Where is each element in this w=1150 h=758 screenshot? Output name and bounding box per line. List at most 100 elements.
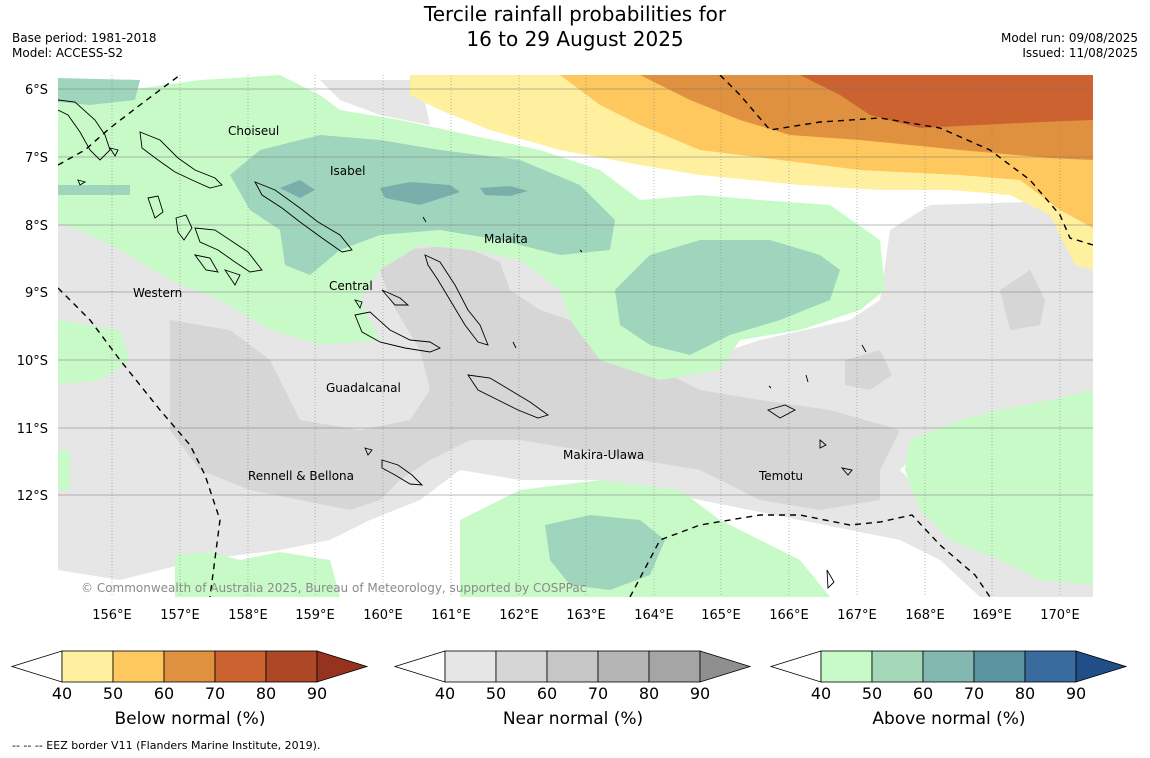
label-rennell-bellona: Rennell & Bellona <box>248 469 354 483</box>
near-normal-50-region <box>170 245 900 510</box>
above-normal-40-south2 <box>175 552 340 597</box>
island-outlines <box>58 99 867 590</box>
colorbar-swatch <box>112 650 165 683</box>
eez-borders <box>58 75 1093 597</box>
colorbar-title-above: Above normal (%) <box>872 709 1026 729</box>
below-normal-80-band <box>800 75 1093 128</box>
lon-label: 161°E <box>431 608 471 623</box>
lon-label: 163°E <box>566 608 606 623</box>
new-georgia-coast <box>147 195 263 273</box>
lon-label: 170°E <box>1040 608 1080 623</box>
above-normal-60-b <box>380 182 460 205</box>
colorbar-legends: 40 50 60 70 80 90 40 50 60 70 80 90 40 50 60 70 80 90 <box>10 650 1128 703</box>
lon-label: 160°E <box>363 608 403 623</box>
colorbar-high-arrow <box>1075 650 1128 683</box>
lon-label: 166°E <box>769 608 809 623</box>
above-normal-40-sw2 <box>58 450 70 490</box>
title-line-2: 16 to 29 August 2025 <box>466 27 684 51</box>
base-period: Base period: 1981-2018 <box>12 31 157 45</box>
lat-label: 9°S <box>25 286 48 301</box>
label-central: Central <box>329 279 373 293</box>
label-malaita: Malaita <box>484 232 528 246</box>
lon-label: 157°E <box>160 608 200 623</box>
page-title: Tercile rainfall probabilities for 16 to… <box>0 2 1150 52</box>
model-name: Model: ACCESS-S2 <box>12 46 124 60</box>
above-normal-50-east <box>615 240 840 355</box>
colorbar-swatch <box>597 650 650 683</box>
colorbar-tick: 60 <box>537 684 557 703</box>
lon-label: 169°E <box>972 608 1012 623</box>
rennell-islet <box>364 447 373 456</box>
colorbar-tick: 70 <box>588 684 608 703</box>
bougainville-coast <box>58 99 111 161</box>
central-islands-coast <box>353 289 442 353</box>
colorbar-tick: 50 <box>486 684 506 703</box>
title-line-1: Tercile rainfall probabilities for <box>423 2 727 26</box>
lat-label: 8°S <box>25 219 48 234</box>
makira-coast <box>381 459 424 486</box>
lat-label: 10°S <box>17 354 48 369</box>
colorbar-2: 40 50 60 70 80 90 <box>769 650 1128 703</box>
colorbar-swatch <box>163 650 216 683</box>
label-isabel: Isabel <box>330 164 365 178</box>
lat-label: 7°S <box>25 151 48 166</box>
lon-label: 165°E <box>701 608 741 623</box>
lon-label: 162°E <box>499 608 539 623</box>
label-guadalcanal: Guadalcanal <box>326 381 401 395</box>
colorbar-swatch <box>648 650 701 683</box>
colorbar-tick: 50 <box>103 684 123 703</box>
model-info: Base period: 1981-2018 Model: ACCESS-S2 <box>12 31 157 61</box>
colorbar-swatch <box>214 650 267 683</box>
lon-label: 164°E <box>634 608 674 623</box>
colorbar-tick: 90 <box>307 684 327 703</box>
colorbar-low-arrow <box>393 650 446 683</box>
graticule <box>58 75 1093 597</box>
colorbar-tick: 40 <box>52 684 72 703</box>
label-western: Western <box>133 286 182 300</box>
colorbar-tick: 70 <box>205 684 225 703</box>
colorbar-swatch <box>1024 650 1077 683</box>
latitude-labels: 6°S 7°S 8°S 9°S 10°S 11°S 12°S <box>17 83 48 504</box>
lat-label: 12°S <box>17 489 48 504</box>
probability-shading <box>58 75 1093 597</box>
temotu-coast <box>766 344 867 590</box>
label-makira-ulawa: Makira-Ulawa <box>563 448 644 462</box>
colorbar-0: 40 50 60 70 80 90 <box>10 650 369 703</box>
above-normal-50-nw <box>58 78 140 105</box>
above-normal-50-south <box>545 515 665 590</box>
longitude-labels: 156°E 157°E 158°E 159°E 160°E 161°E 162°E 163°E… <box>92 608 1080 623</box>
colorbar-tick: 60 <box>154 684 174 703</box>
colorbar-tick: 80 <box>1015 684 1035 703</box>
colorbar-tick: 40 <box>435 684 455 703</box>
above-normal-60-a <box>280 180 315 198</box>
malaita-coast <box>424 254 489 346</box>
colorbar-tick: 40 <box>811 684 831 703</box>
colorbar-swatch <box>973 650 1026 683</box>
colorbar-high-arrow <box>699 650 752 683</box>
issued-date: Issued: 11/08/2025 <box>1022 46 1138 60</box>
colorbar-tick: 70 <box>964 684 984 703</box>
lon-label: 156°E <box>92 608 132 623</box>
above-normal-60-c <box>480 186 528 196</box>
colorbar-swatch <box>871 650 924 683</box>
lon-label: 158°E <box>228 608 268 623</box>
lat-label: 6°S <box>25 83 48 98</box>
lon-label: 159°E <box>295 608 335 623</box>
colorbar-title-near: Near normal (%) <box>502 709 644 729</box>
colorbar-tick: 60 <box>913 684 933 703</box>
label-choiseul: Choiseul <box>228 124 279 138</box>
colorbar-tick: 50 <box>862 684 882 703</box>
run-info: Model run: 09/08/2025 Issued: 11/08/2025 <box>1001 31 1138 61</box>
colorbar-swatch <box>820 650 873 683</box>
choiseul-coast <box>139 131 223 189</box>
isabel-coast <box>254 181 353 253</box>
colorbar-tick: 90 <box>1066 684 1086 703</box>
colorbar-high-arrow <box>316 650 369 683</box>
colorbar-low-arrow <box>769 650 822 683</box>
western-islets <box>193 254 241 286</box>
small-islets <box>77 147 772 389</box>
colorbar-swatch <box>444 650 497 683</box>
colorbar-swatch <box>265 650 318 683</box>
lon-label: 167°E <box>837 608 877 623</box>
